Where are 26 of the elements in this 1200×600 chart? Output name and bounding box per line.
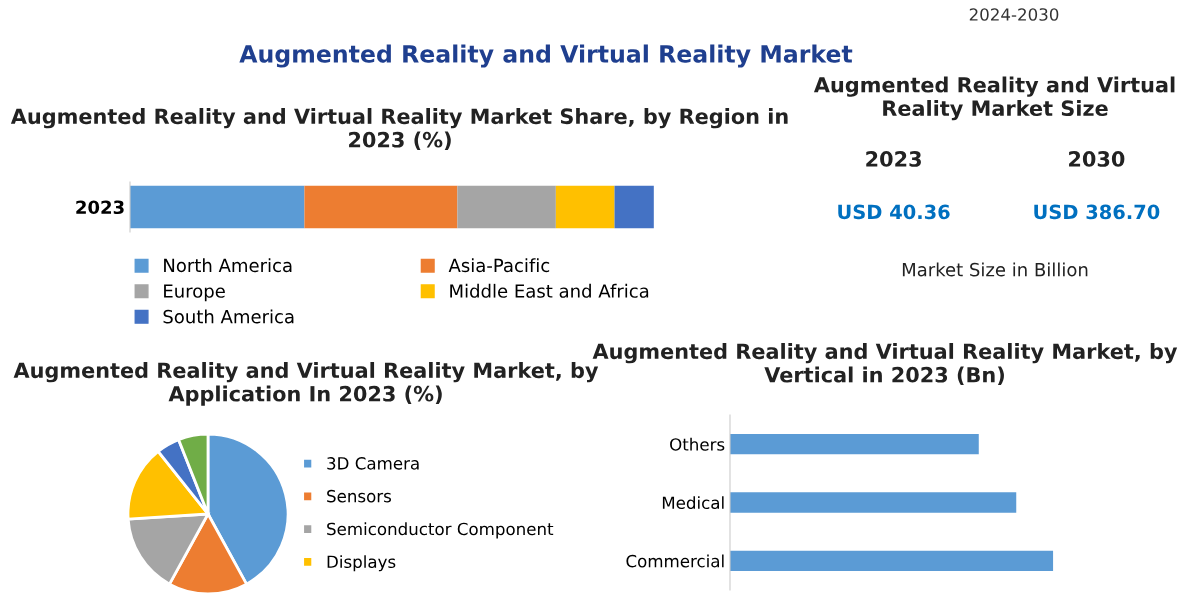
text: 2023 xyxy=(76,200,124,215)
y-tick-label: Commercial xyxy=(626,554,724,568)
text: Augmented Reality and Virtual Reality Market xyxy=(239,44,853,68)
y-tick-label: Others xyxy=(670,437,725,451)
text: 2030 xyxy=(1069,151,1125,167)
legend-label: Sensors xyxy=(327,489,392,503)
legend-label: Semiconductor Component xyxy=(327,522,554,539)
text: USD 40.36 xyxy=(838,204,950,220)
legend-label: Europe xyxy=(164,284,225,302)
legend-label: Displays xyxy=(327,555,396,572)
bar xyxy=(304,185,458,229)
text: Augmented Reality and Virtual Reality Market Size xyxy=(813,76,1175,121)
bar xyxy=(614,185,654,229)
y-tick-label: Medical xyxy=(662,496,724,510)
text: Augmented Reality and Virtual Reality Market Share, by Region in 2023 (%) xyxy=(10,108,788,151)
text: USD 386.70 xyxy=(1034,204,1160,220)
legend-label: North America xyxy=(164,258,292,273)
bar xyxy=(555,185,615,229)
text: 2024-2030 xyxy=(969,8,1059,21)
legend-label: Middle East and Africa xyxy=(450,283,649,298)
legend-label: South America xyxy=(163,309,294,324)
text: Market Size in Billion xyxy=(902,262,1088,277)
legend-label: Asia-Pacific xyxy=(448,258,550,273)
legend-label: 3D Camera xyxy=(327,457,419,470)
bar xyxy=(130,185,305,229)
bar xyxy=(457,185,556,229)
